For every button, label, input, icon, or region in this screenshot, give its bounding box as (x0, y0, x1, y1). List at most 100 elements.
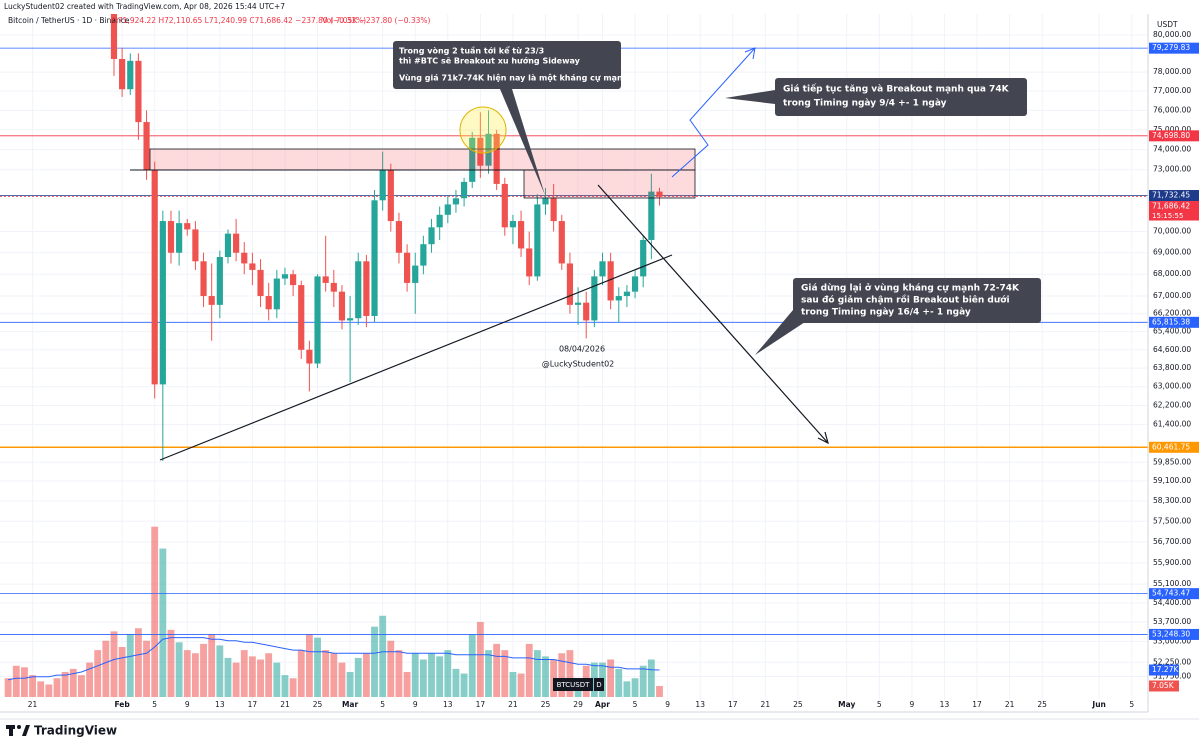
volume-bar (631, 678, 639, 697)
candle-body (347, 318, 354, 321)
resistance-zone (149, 148, 696, 171)
y-tick-label: 76,000.00 (1153, 105, 1191, 114)
candle-body (444, 204, 451, 215)
volume-bar (126, 634, 134, 697)
x-tick-label: 9 (909, 700, 914, 709)
callout-box (393, 41, 621, 89)
volume-bar (501, 650, 509, 697)
volume-bar (517, 673, 525, 697)
y-tick-label: 77,000.00 (1153, 86, 1191, 95)
volume-bar (257, 659, 264, 697)
volume-bar (639, 665, 647, 697)
volume-bar (118, 647, 126, 697)
volume-bar (297, 650, 305, 697)
callout-box (775, 78, 1027, 116)
volume-bar (12, 665, 20, 697)
volume-bar (468, 634, 476, 697)
x-tick-label: 25 (541, 700, 551, 709)
volume-bar (216, 645, 224, 697)
candle-body (216, 257, 223, 305)
candle-body (355, 261, 362, 319)
candle-body (485, 133, 492, 166)
y-tick-label: 51,750.00 (1153, 671, 1191, 680)
date-label: 08/04/2026 (559, 345, 605, 354)
candle-body (200, 261, 207, 297)
candle-body (607, 261, 614, 301)
y-tick-label: 73,000.00 (1153, 165, 1191, 174)
price-tag-text: 71,686.42 (1152, 202, 1190, 211)
y-tick-label: 65,400.00 (1153, 327, 1191, 336)
countdown-text: 15:15:55 (1152, 212, 1183, 220)
candle-body (371, 200, 378, 316)
candle-body (477, 137, 484, 166)
x-tick-label: 21 (28, 700, 38, 709)
x-tick-label: 21 (761, 700, 771, 709)
resistance-zone (523, 169, 696, 199)
x-tick-label: 5 (633, 700, 638, 709)
drawings: Trong vòng 2 tuần tới kể từ 23/3 thì #BT… (130, 41, 1041, 691)
candle-body (395, 221, 403, 253)
price-tag-text: 79,279.83 (1152, 43, 1190, 52)
interval-tag (594, 678, 604, 691)
candle-body (110, 14, 118, 59)
y-tick-label: 63,000.00 (1153, 382, 1191, 391)
x-tick-label: 21 (280, 700, 290, 709)
volume-tag-text: 17.27K (1152, 665, 1179, 674)
volume-bar (354, 657, 362, 697)
x-tick-label: 17 (248, 700, 258, 709)
y-tick-label: 61,400.00 (1153, 420, 1191, 429)
callout-text: Vùng giá 71k7-74K hiện nay là một kháng … (399, 74, 629, 83)
logo-part (9, 725, 13, 736)
candle-body (517, 221, 525, 249)
candle-body (428, 227, 435, 245)
x-tick-label: 17 (972, 700, 982, 709)
candle-body (119, 58, 126, 90)
volume-tag (1149, 664, 1179, 676)
candle-body (257, 269, 264, 297)
volume-bar (281, 675, 289, 697)
volume-bar (289, 678, 297, 697)
volume-bar (338, 662, 346, 697)
candle-body (623, 291, 631, 297)
candle-body (159, 221, 166, 385)
candle-body (436, 214, 443, 228)
plot-area (0, 14, 1148, 700)
x-tick-label: 13 (695, 700, 705, 709)
credit: LuckyStudent02 created with TradingView.… (4, 2, 285, 11)
y-tick-label: 75,000.00 (1153, 125, 1191, 134)
volume-bar (143, 640, 150, 697)
x-tick-label: Mar (342, 700, 359, 709)
price-tag-text: 53,248.30 (1152, 629, 1190, 638)
price-tag (1149, 42, 1199, 54)
callout-pointer (500, 89, 545, 195)
y-tick-label: 78,000.00 (1153, 67, 1191, 76)
volume-bar (330, 653, 338, 697)
x-tick-label: 9 (665, 700, 670, 709)
candle-body (184, 223, 191, 230)
y-tick-label: 66,200.00 (1153, 309, 1191, 318)
x-tick-label: Jun (1091, 700, 1105, 709)
callout-pointer (755, 310, 805, 355)
candle-body (338, 291, 346, 321)
x-tick-label: 17 (476, 700, 486, 709)
y-tick-label: 80,000.00 (1153, 30, 1191, 39)
volume-bar (379, 615, 387, 697)
volume-bar (191, 653, 199, 697)
candle-body (558, 221, 565, 264)
volume-bar (395, 650, 403, 697)
y-tick-label: 62,200.00 (1153, 401, 1191, 410)
candle-body (460, 181, 468, 199)
candle-body (526, 248, 533, 277)
volume-bar (509, 672, 517, 697)
y-tick-label: 69,000.00 (1153, 248, 1191, 257)
volume-bar (305, 634, 313, 697)
price-tag-text: 60,461.75 (1152, 442, 1190, 451)
candle-body (412, 265, 419, 283)
volume-ma-line (8, 637, 660, 681)
price-tag (1149, 588, 1199, 600)
candle-body (224, 233, 232, 258)
candle-body (151, 169, 158, 385)
price-tag-text: 54,743.47 (1152, 589, 1190, 598)
callout-pointer (725, 90, 775, 104)
x-tick-label: 17 (728, 700, 738, 709)
